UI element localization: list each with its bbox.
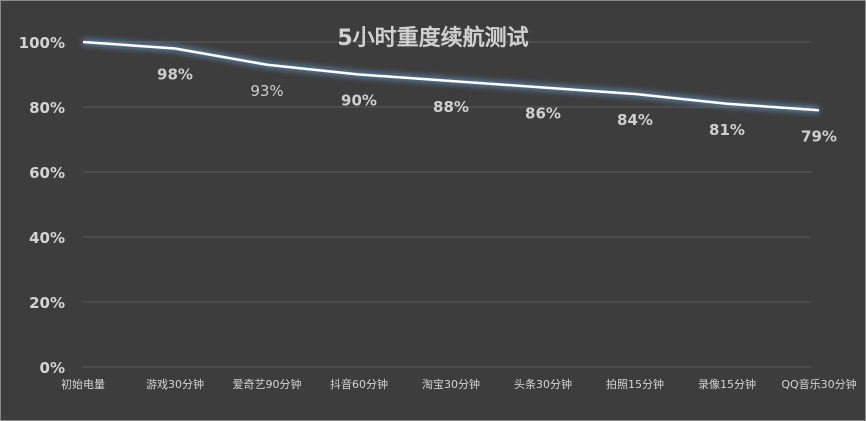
y-axis: 0% 20% 40% 60% 80% 100% [19,34,65,377]
series-line [82,38,820,114]
x-tick-label: 淘宝30分钟 [422,377,480,391]
chart-title: 5小时重度续航测试 [337,25,528,51]
data-label: 93% [250,82,283,100]
y-tick-label: 20% [29,294,65,312]
data-label: 90% [341,92,377,110]
data-label: 79% [801,127,837,145]
y-tick-label: 100% [19,34,65,52]
data-label: 84% [617,111,653,129]
data-label: 81% [709,121,745,139]
y-tick-label: 40% [29,229,65,247]
data-labels: 98% 93% 90% 88% 86% 84% 81% 79% [157,66,837,146]
x-tick-label: 拍照15分钟 [606,377,664,391]
x-tick-label: 头条30分钟 [514,377,572,391]
x-axis: 初始电量 游戏30分钟 爱奇艺90分钟 抖音60分钟 淘宝30分钟 头条30分钟 拍照15分… [61,377,857,391]
y-tick-label: 0% [40,359,65,377]
x-tick-label: 初始电量 [61,377,105,391]
x-tick-label: 爱奇艺90分钟 [233,377,302,391]
y-tick-label: 80% [29,99,65,117]
data-label: 88% [433,98,469,116]
x-tick-label: QQ音乐30分钟 [781,377,856,391]
x-tick-label: 游戏30分钟 [146,377,204,391]
data-label: 98% [157,66,193,84]
x-tick-label: 抖音60分钟 [330,377,388,391]
data-label: 86% [525,105,561,123]
x-tick-label: 录像15分钟 [698,377,756,391]
series-line-path [82,40,820,112]
y-tick-label: 60% [29,164,65,182]
grid-lines [83,41,811,368]
